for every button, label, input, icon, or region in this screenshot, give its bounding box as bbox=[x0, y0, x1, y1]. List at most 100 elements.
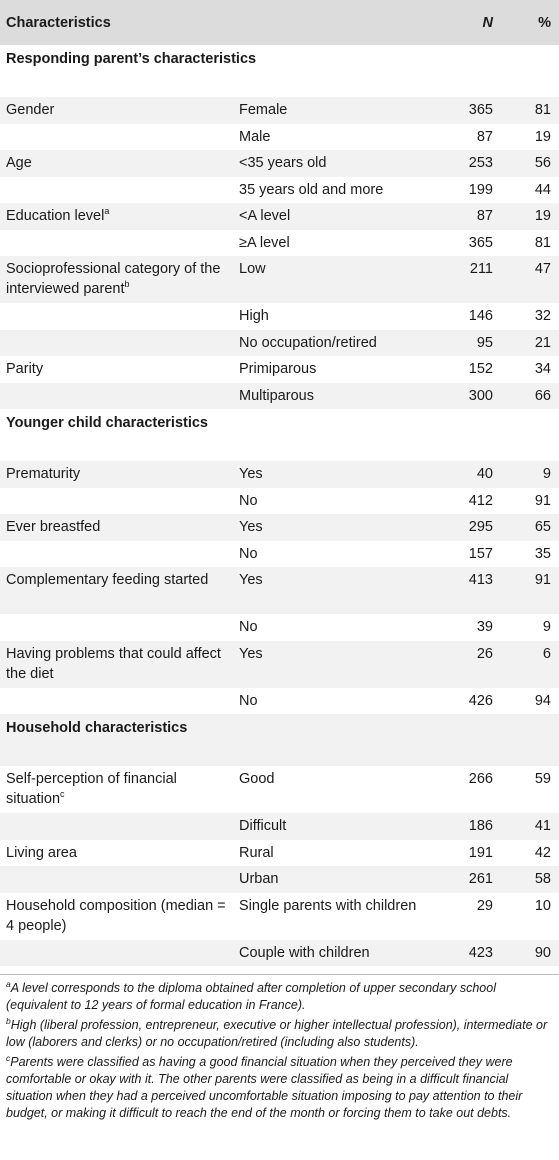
row-n: 39 bbox=[476, 619, 493, 635]
table-row: High 146 32 bbox=[0, 303, 559, 330]
table-row: Multiparous 300 66 bbox=[0, 382, 559, 409]
characteristic-label: Ever breastfed bbox=[6, 519, 101, 535]
characteristics-table: Characteristics N % Responding parent’s … bbox=[0, 0, 559, 966]
footnote-text: Parents were classified as having a good… bbox=[6, 1055, 523, 1120]
row-n: 413 bbox=[468, 572, 493, 588]
table-body: Responding parent’s characteristics Gende… bbox=[0, 45, 559, 966]
row-n: 146 bbox=[468, 308, 493, 324]
row-category: Female bbox=[239, 102, 288, 118]
footnote-marker: c bbox=[60, 789, 65, 800]
table-row: Urban 261 58 bbox=[0, 866, 559, 893]
section-title: Responding parent’s characteristics bbox=[6, 51, 257, 67]
row-pct: 21 bbox=[534, 334, 551, 351]
table-row: Socioprofessional category of the interv… bbox=[0, 256, 559, 303]
table-row: Education levela <A level 87 19 bbox=[0, 203, 559, 230]
row-pct: 35 bbox=[534, 545, 551, 562]
row-category: Multiparous bbox=[239, 387, 314, 404]
footnote-mark: a bbox=[6, 978, 11, 989]
table-row: No 412 91 bbox=[0, 488, 559, 515]
row-n: 152 bbox=[468, 361, 493, 377]
row-characteristic bbox=[0, 866, 233, 893]
row-n: 300 bbox=[468, 387, 493, 404]
row-n: 412 bbox=[468, 492, 493, 509]
row-characteristic: Self-perception of financial situationc bbox=[0, 766, 233, 813]
characteristic-label: Having problems that could affect the di… bbox=[6, 645, 221, 682]
footnote: bHigh (liberal profession, entrepreneur,… bbox=[6, 1017, 553, 1051]
row-n: 295 bbox=[468, 519, 493, 535]
characteristic-label: Self-perception of financial situation bbox=[6, 771, 177, 807]
row-characteristic: Having problems that could affect the di… bbox=[0, 641, 233, 688]
row-characteristic bbox=[0, 614, 233, 641]
table-row: Couple with children 423 90 bbox=[0, 939, 559, 966]
table-footnotes: aA level corresponds to the diploma obta… bbox=[0, 974, 559, 1122]
row-characteristic: Ever breastfed bbox=[0, 514, 233, 541]
row-pct: 9 bbox=[542, 619, 551, 635]
row-n: 426 bbox=[468, 692, 493, 709]
row-n: 211 bbox=[469, 261, 493, 277]
table-row: No 157 35 bbox=[0, 541, 559, 568]
row-category: Yes bbox=[239, 466, 263, 482]
table-row: No 39 9 bbox=[0, 614, 559, 641]
row-category: <A level bbox=[239, 208, 291, 224]
row-pct: 42 bbox=[534, 844, 551, 861]
row-n: 157 bbox=[468, 545, 493, 562]
row-n: 365 bbox=[468, 102, 493, 118]
row-n: 423 bbox=[468, 944, 493, 961]
section-heading-row: Younger child characteristics bbox=[0, 409, 559, 461]
row-characteristic: Gender bbox=[0, 97, 233, 124]
section-heading-row: Household characteristics bbox=[0, 714, 559, 766]
characteristic-label: Parity bbox=[6, 361, 44, 377]
row-pct: 19 bbox=[534, 128, 551, 145]
row-n: 40 bbox=[476, 466, 493, 482]
table-row: Gender Female 365 81 bbox=[0, 97, 559, 124]
table-row: Parity Primiparous 152 34 bbox=[0, 356, 559, 383]
row-pct: 47 bbox=[534, 261, 551, 277]
row-category: Male bbox=[239, 128, 271, 145]
row-characteristic bbox=[0, 303, 233, 330]
row-characteristic: Complementary feeding started bbox=[0, 567, 233, 614]
row-category: Rural bbox=[239, 844, 274, 861]
table-row: No 426 94 bbox=[0, 688, 559, 715]
footnote-marker: a bbox=[104, 206, 110, 217]
row-category: Single parents with children bbox=[239, 897, 417, 914]
table-row: Self-perception of financial situationc G… bbox=[0, 766, 559, 813]
row-category: Yes bbox=[239, 572, 263, 588]
row-category: No bbox=[239, 619, 258, 635]
row-n: 29 bbox=[476, 897, 493, 914]
row-characteristic bbox=[0, 330, 233, 357]
row-characteristic: Prematurity bbox=[0, 461, 233, 488]
row-n: 261 bbox=[468, 871, 493, 887]
row-pct: 10 bbox=[534, 897, 551, 914]
row-category: High bbox=[239, 308, 269, 324]
row-pct: 41 bbox=[534, 818, 551, 834]
header-pct: % bbox=[538, 14, 551, 31]
footnote: cParents were classified as having a goo… bbox=[6, 1054, 553, 1122]
footnote-text: High (liberal profession, entrepreneur, … bbox=[6, 1018, 548, 1049]
footnote-text: A level corresponds to the diploma obtai… bbox=[6, 981, 496, 1012]
row-pct: 81 bbox=[534, 102, 551, 118]
row-characteristic bbox=[0, 688, 233, 715]
header-n: N bbox=[482, 14, 493, 31]
row-category: No occupation/retired bbox=[239, 334, 377, 351]
row-characteristic bbox=[0, 124, 233, 151]
row-category: ≥A level bbox=[239, 234, 290, 251]
row-category: Primiparous bbox=[239, 361, 317, 377]
footnote: aA level corresponds to the diploma obta… bbox=[6, 980, 553, 1014]
row-pct: 58 bbox=[534, 871, 551, 887]
row-pct: 81 bbox=[534, 234, 551, 251]
table-row: ≥A level 365 81 bbox=[0, 230, 559, 257]
footnote-mark: b bbox=[6, 1015, 11, 1026]
characteristic-label: Living area bbox=[6, 844, 77, 861]
table-row: Having problems that could affect the di… bbox=[0, 640, 559, 688]
row-characteristic: Education levela bbox=[0, 203, 233, 230]
row-n: 95 bbox=[476, 334, 493, 351]
characteristic-label: Household composition (median = 4 people… bbox=[6, 897, 226, 934]
row-n: 199 bbox=[468, 181, 493, 198]
row-n: 365 bbox=[468, 234, 493, 251]
row-category: Difficult bbox=[239, 818, 287, 834]
row-pct: 91 bbox=[534, 492, 551, 509]
row-category: Urban bbox=[239, 871, 279, 887]
header-characteristics: Characteristics bbox=[6, 14, 111, 31]
row-pct: 65 bbox=[534, 519, 551, 535]
row-pct: 32 bbox=[534, 308, 551, 324]
